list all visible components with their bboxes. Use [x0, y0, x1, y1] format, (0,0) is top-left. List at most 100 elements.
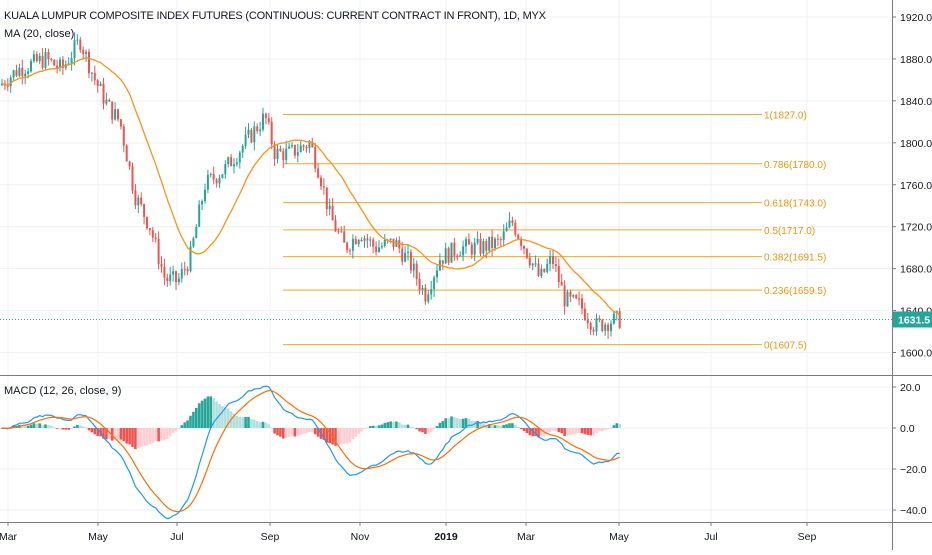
candle-body — [331, 205, 334, 221]
candle-body — [566, 291, 569, 307]
candle-body — [6, 85, 9, 87]
macd-histogram-bar — [232, 413, 236, 428]
macd-histogram-bar — [224, 407, 227, 428]
macd-histogram-bar — [235, 415, 239, 428]
candle-body — [1, 83, 3, 86]
candle-body — [459, 255, 462, 257]
candle-body — [12, 70, 15, 78]
candle-body — [482, 241, 485, 254]
candle-body — [82, 49, 85, 54]
price-axis-label: 1680.0 — [900, 264, 932, 276]
candle-body — [357, 240, 360, 245]
macd-indicator-label[interactable]: MACD (12, 26, close, 9) — [4, 385, 122, 397]
candle-body — [441, 260, 444, 264]
macd-histogram-bar — [589, 428, 592, 436]
macd-histogram-bar — [322, 428, 326, 440]
ma-indicator-label[interactable]: MA (20, close) — [4, 28, 75, 40]
macd-histogram-bar — [154, 428, 157, 441]
macd-histogram-bar — [145, 428, 149, 446]
candle-body — [9, 77, 12, 87]
macd-histogram-bar — [171, 428, 175, 433]
macd-histogram-bar — [345, 428, 349, 444]
macd-histogram-bar — [238, 416, 242, 428]
candle-body — [496, 238, 499, 240]
candle-body — [491, 236, 494, 248]
macd-histogram-bar — [592, 428, 595, 436]
candle-body — [131, 166, 134, 191]
macd-histogram-bar — [270, 428, 273, 429]
candle-body — [607, 324, 610, 332]
macd-histogram-bar — [380, 424, 384, 428]
candle-body — [473, 242, 476, 255]
candle-body — [560, 282, 563, 286]
macd-histogram-bar — [574, 428, 578, 434]
macd-histogram-bar — [441, 421, 445, 428]
candle-body — [285, 148, 288, 161]
macd-histogram-bar — [290, 428, 294, 436]
macd-histogram-bar — [583, 428, 587, 435]
macd-histogram-bar — [116, 428, 120, 440]
macd-histogram-bar — [58, 428, 62, 429]
candle-body — [175, 271, 177, 283]
macd-histogram-bar — [131, 428, 134, 447]
candle-body — [528, 257, 531, 266]
candle-body — [479, 238, 482, 254]
candle-body — [328, 205, 331, 210]
macd-histogram-bar — [447, 418, 450, 428]
macd-histogram-bar — [598, 428, 601, 432]
candle-body — [334, 220, 337, 232]
candle-body — [494, 238, 496, 248]
macd-histogram-bar — [293, 428, 297, 437]
macd-histogram-bar — [81, 426, 85, 428]
axis-layer: 1920.0 1880.0 1840.0 1800.0 1760.0 1720.0 1680… — [0, 12, 932, 543]
candle-body — [343, 231, 346, 243]
candle-body — [546, 263, 549, 272]
candle-body — [575, 295, 578, 299]
candle-body — [511, 220, 514, 223]
candle-body — [427, 294, 430, 302]
candle-body — [215, 179, 218, 184]
candle-body — [299, 145, 302, 153]
candle-body — [383, 239, 386, 246]
price-axis-label: 1760.0 — [900, 180, 932, 192]
macd-histogram-bar — [470, 420, 474, 428]
macd-histogram-bar — [458, 419, 462, 428]
candle-body — [450, 242, 453, 263]
candle-body — [264, 113, 267, 119]
macd-histogram-bar — [334, 428, 337, 446]
price-axis-label: 1840.0 — [900, 96, 932, 108]
candle-body — [514, 222, 517, 235]
macd-histogram-bar — [429, 428, 433, 433]
macd-histogram-bar — [279, 428, 282, 437]
macd-histogram-bar — [258, 422, 262, 428]
macd-histogram-bar — [534, 428, 537, 437]
candle-body — [369, 239, 372, 241]
macd-histogram-bar — [157, 428, 160, 442]
macd-histogram-bar — [398, 422, 401, 428]
macd-histogram-bar — [357, 428, 360, 434]
candle-body — [444, 248, 447, 264]
candle-body — [540, 268, 543, 276]
candle-body — [137, 197, 140, 206]
macd-histogram-bar — [122, 428, 126, 442]
macd-histogram-bar — [438, 422, 442, 428]
candle-body — [276, 148, 279, 159]
last-price-tag-label: 1631.5 — [898, 314, 930, 326]
candle-body — [218, 178, 221, 184]
candle-body — [421, 287, 424, 290]
candle-body — [148, 228, 151, 231]
candle-body — [76, 39, 79, 41]
macd-histogram-bar — [55, 428, 59, 429]
candle-body — [418, 279, 421, 290]
ma-layer — [0, 57, 892, 320]
price-axis-label: 1720.0 — [900, 222, 932, 234]
candle-body — [61, 59, 64, 69]
macd-histogram-bar — [183, 422, 186, 428]
macd-histogram-bar — [354, 428, 358, 437]
macd-histogram-bar — [606, 428, 610, 430]
macd-histogram-bar — [282, 428, 285, 439]
candle-body — [311, 141, 314, 148]
macd-histogram-bar — [522, 428, 526, 431]
